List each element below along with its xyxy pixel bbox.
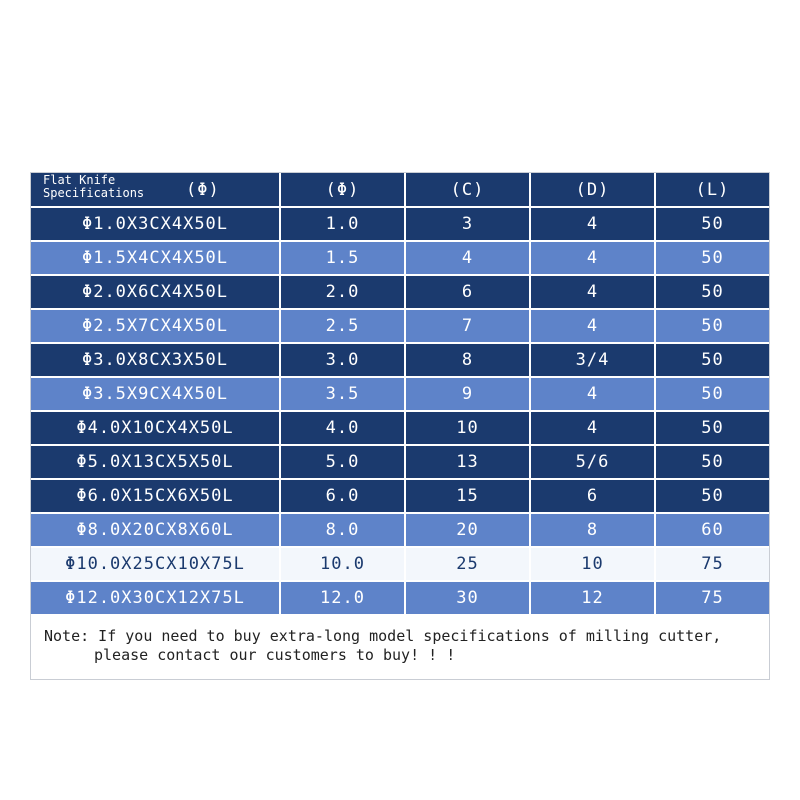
phi-cell: 1.0	[281, 208, 406, 242]
phi-cell: 4.0	[281, 412, 406, 446]
header-col-phi: (Φ)	[281, 173, 406, 208]
table-row: Φ5.0X13CX5X50L 5.0 13 5/6 50	[31, 446, 769, 480]
table-row: Φ10.0X25CX10X75L 10.0 25 10 75	[31, 548, 769, 582]
l-cell: 50	[656, 242, 769, 276]
model-cell: Φ8.0X20CX8X60L	[31, 514, 281, 548]
l-cell: 60	[656, 514, 769, 548]
l-cell: 50	[656, 378, 769, 412]
c-cell: 10	[406, 412, 531, 446]
l-cell: 50	[656, 276, 769, 310]
table-header-row: Flat Knife Specifications (Φ) (Φ) (C) (D…	[31, 173, 769, 208]
header-col-c: (C)	[406, 173, 531, 208]
spec-table: Flat Knife Specifications (Φ) (Φ) (C) (D…	[30, 172, 770, 680]
table-title: Flat Knife Specifications	[43, 174, 144, 200]
table-row: Φ1.5X4CX4X50L 1.5 4 4 50	[31, 242, 769, 276]
model-cell: Φ3.5X9CX4X50L	[31, 378, 281, 412]
c-cell: 3	[406, 208, 531, 242]
header-corner-phi: (Φ)	[186, 179, 220, 200]
table-row: Φ4.0X10CX4X50L 4.0 10 4 50	[31, 412, 769, 446]
table-row: Φ2.5X7CX4X50L 2.5 7 4 50	[31, 310, 769, 344]
note: Note: If you need to buy extra-long mode…	[31, 616, 769, 679]
header-col-l: (L)	[656, 173, 769, 208]
c-cell: 6	[406, 276, 531, 310]
d-cell: 12	[531, 582, 656, 616]
phi-cell: 12.0	[281, 582, 406, 616]
l-cell: 50	[656, 480, 769, 514]
d-cell: 4	[531, 242, 656, 276]
note-line2: please contact our customers to buy! ! !	[94, 646, 456, 664]
table-row: Φ1.0X3CX4X50L 1.0 3 4 50	[31, 208, 769, 242]
model-cell: Φ4.0X10CX4X50L	[31, 412, 281, 446]
model-cell: Φ1.0X3CX4X50L	[31, 208, 281, 242]
note-line1: Note: If you need to buy extra-long mode…	[44, 627, 722, 645]
d-cell: 5/6	[531, 446, 656, 480]
d-cell: 4	[531, 276, 656, 310]
model-cell: Φ2.0X6CX4X50L	[31, 276, 281, 310]
c-cell: 20	[406, 514, 531, 548]
d-cell: 8	[531, 514, 656, 548]
phi-cell: 3.5	[281, 378, 406, 412]
c-cell: 9	[406, 378, 531, 412]
phi-cell: 2.5	[281, 310, 406, 344]
model-cell: Φ6.0X15CX6X50L	[31, 480, 281, 514]
l-cell: 50	[656, 310, 769, 344]
c-cell: 15	[406, 480, 531, 514]
phi-cell: 1.5	[281, 242, 406, 276]
table-row: Φ8.0X20CX8X60L 8.0 20 8 60	[31, 514, 769, 548]
model-cell: Φ10.0X25CX10X75L	[31, 548, 281, 582]
model-cell: Φ5.0X13CX5X50L	[31, 446, 281, 480]
l-cell: 50	[656, 412, 769, 446]
l-cell: 50	[656, 446, 769, 480]
l-cell: 50	[656, 208, 769, 242]
header-col-d: (D)	[531, 173, 656, 208]
l-cell: 50	[656, 344, 769, 378]
d-cell: 4	[531, 208, 656, 242]
table-row: Φ2.0X6CX4X50L 2.0 6 4 50	[31, 276, 769, 310]
d-cell: 4	[531, 310, 656, 344]
model-cell: Φ12.0X30CX12X75L	[31, 582, 281, 616]
phi-cell: 3.0	[281, 344, 406, 378]
model-cell: Φ1.5X4CX4X50L	[31, 242, 281, 276]
table-row: Φ3.0X8CX3X50L 3.0 8 3/4 50	[31, 344, 769, 378]
header-corner-cell: Flat Knife Specifications (Φ)	[31, 173, 281, 208]
d-cell: 3/4	[531, 344, 656, 378]
l-cell: 75	[656, 548, 769, 582]
c-cell: 4	[406, 242, 531, 276]
phi-cell: 6.0	[281, 480, 406, 514]
model-cell: Φ3.0X8CX3X50L	[31, 344, 281, 378]
table-row: Φ12.0X30CX12X75L 12.0 30 12 75	[31, 582, 769, 616]
d-cell: 4	[531, 378, 656, 412]
d-cell: 10	[531, 548, 656, 582]
phi-cell: 2.0	[281, 276, 406, 310]
table-row: Φ3.5X9CX4X50L 3.5 9 4 50	[31, 378, 769, 412]
l-cell: 75	[656, 582, 769, 616]
table-title-line1: Flat Knife	[43, 173, 116, 187]
phi-cell: 10.0	[281, 548, 406, 582]
phi-cell: 5.0	[281, 446, 406, 480]
phi-cell: 8.0	[281, 514, 406, 548]
model-cell: Φ2.5X7CX4X50L	[31, 310, 281, 344]
d-cell: 6	[531, 480, 656, 514]
c-cell: 8	[406, 344, 531, 378]
c-cell: 7	[406, 310, 531, 344]
table-row: Φ6.0X15CX6X50L 6.0 15 6 50	[31, 480, 769, 514]
c-cell: 25	[406, 548, 531, 582]
c-cell: 30	[406, 582, 531, 616]
c-cell: 13	[406, 446, 531, 480]
d-cell: 4	[531, 412, 656, 446]
table-title-line2: Specifications	[43, 186, 145, 200]
